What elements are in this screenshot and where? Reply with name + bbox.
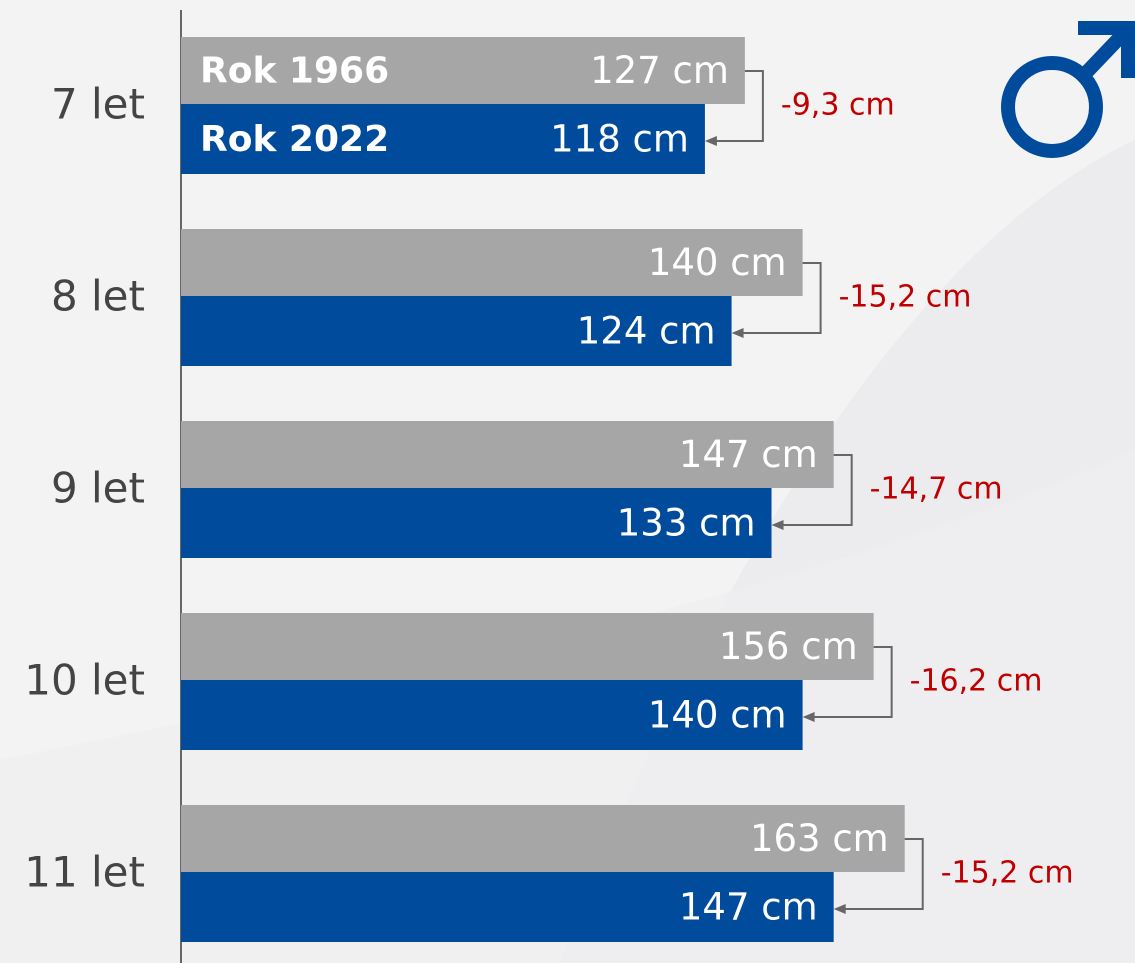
value-label: 140 cm: [648, 694, 787, 737]
value-label: 118 cm: [550, 118, 689, 161]
difference-bracket: [710, 70, 764, 142]
legend-label: Rok 2022: [200, 119, 389, 160]
difference-arrow: [704, 136, 717, 146]
bar: [181, 872, 834, 942]
difference-label: -15,2 cm: [941, 856, 1074, 891]
category-label: 11 let: [24, 848, 145, 897]
difference-label: -16,2 cm: [910, 664, 1043, 699]
bar: [181, 680, 803, 750]
value-label: 147 cm: [679, 433, 818, 476]
bar: [181, 104, 705, 174]
category-label: 9 let: [51, 464, 145, 513]
bar: [181, 805, 905, 872]
category-label: 8 let: [51, 272, 145, 321]
difference-arrow: [771, 520, 784, 530]
legend-label: Rok 1966: [200, 51, 389, 92]
difference-bracket: [777, 454, 853, 526]
bar: [181, 37, 745, 104]
difference-bracket: [737, 262, 822, 334]
bar: [181, 296, 732, 366]
difference-label: -9,3 cm: [781, 88, 895, 123]
difference-arrow: [802, 712, 815, 722]
difference-bracket: [839, 838, 924, 910]
bar: [181, 229, 803, 296]
value-label: 124 cm: [577, 310, 716, 353]
difference-label: -14,7 cm: [870, 472, 1003, 507]
difference-label: -15,2 cm: [839, 280, 972, 315]
difference-arrow: [833, 904, 846, 914]
bar: [181, 421, 834, 488]
value-label: 127 cm: [590, 49, 729, 92]
value-label: 163 cm: [750, 817, 889, 860]
bar: [181, 613, 874, 680]
value-label: 147 cm: [679, 886, 818, 929]
value-label: 156 cm: [719, 625, 858, 668]
category-label: 10 let: [24, 656, 145, 705]
difference-bracket: [808, 646, 893, 718]
value-label: 133 cm: [617, 502, 756, 545]
category-label: 7 let: [51, 80, 145, 129]
difference-arrow: [731, 328, 744, 338]
value-label: 140 cm: [648, 241, 787, 284]
male-icon: [1001, 21, 1135, 158]
bar: [181, 488, 772, 558]
